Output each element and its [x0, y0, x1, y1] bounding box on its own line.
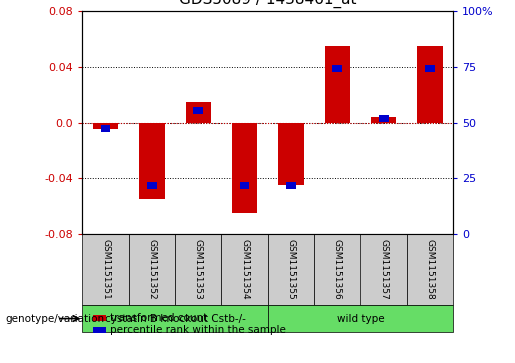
Bar [232, 122, 258, 213]
Bar [425, 65, 435, 73]
Text: genotype/variation: genotype/variation [5, 314, 104, 323]
Text: GSM1151354: GSM1151354 [240, 239, 249, 300]
Text: GSM1151352: GSM1151352 [147, 239, 157, 300]
Bar [82, 305, 268, 332]
Text: GSM1151355: GSM1151355 [286, 239, 296, 300]
Bar [268, 234, 314, 305]
Text: GSM1151357: GSM1151357 [379, 239, 388, 300]
Bar [371, 117, 397, 122]
Bar [129, 234, 175, 305]
Bar [417, 46, 443, 122]
Bar [314, 234, 360, 305]
Bar [379, 115, 388, 122]
Bar [101, 125, 110, 131]
Bar [278, 122, 304, 185]
Bar [185, 102, 211, 122]
Title: GDS5089 / 1438461_at: GDS5089 / 1438461_at [179, 0, 356, 8]
Text: wild type: wild type [337, 314, 384, 323]
Bar [221, 234, 268, 305]
Bar [139, 122, 165, 199]
Bar [82, 234, 129, 305]
Bar [360, 234, 407, 305]
Bar [407, 234, 453, 305]
Bar [194, 107, 203, 114]
Text: percentile rank within the sample: percentile rank within the sample [110, 325, 286, 335]
Text: GSM1151358: GSM1151358 [425, 239, 435, 300]
Text: GSM1151351: GSM1151351 [101, 239, 110, 300]
Text: GSM1151356: GSM1151356 [333, 239, 342, 300]
Bar [268, 305, 453, 332]
Bar [147, 182, 157, 188]
Bar [175, 234, 221, 305]
Bar [324, 46, 350, 122]
Bar [286, 182, 296, 188]
Text: GSM1151353: GSM1151353 [194, 239, 203, 300]
Bar [240, 182, 249, 188]
Text: transformed count: transformed count [110, 313, 207, 323]
Bar [333, 65, 342, 73]
Bar [93, 122, 118, 130]
Text: cystatin B knockout Cstb-/-: cystatin B knockout Cstb-/- [105, 314, 246, 323]
